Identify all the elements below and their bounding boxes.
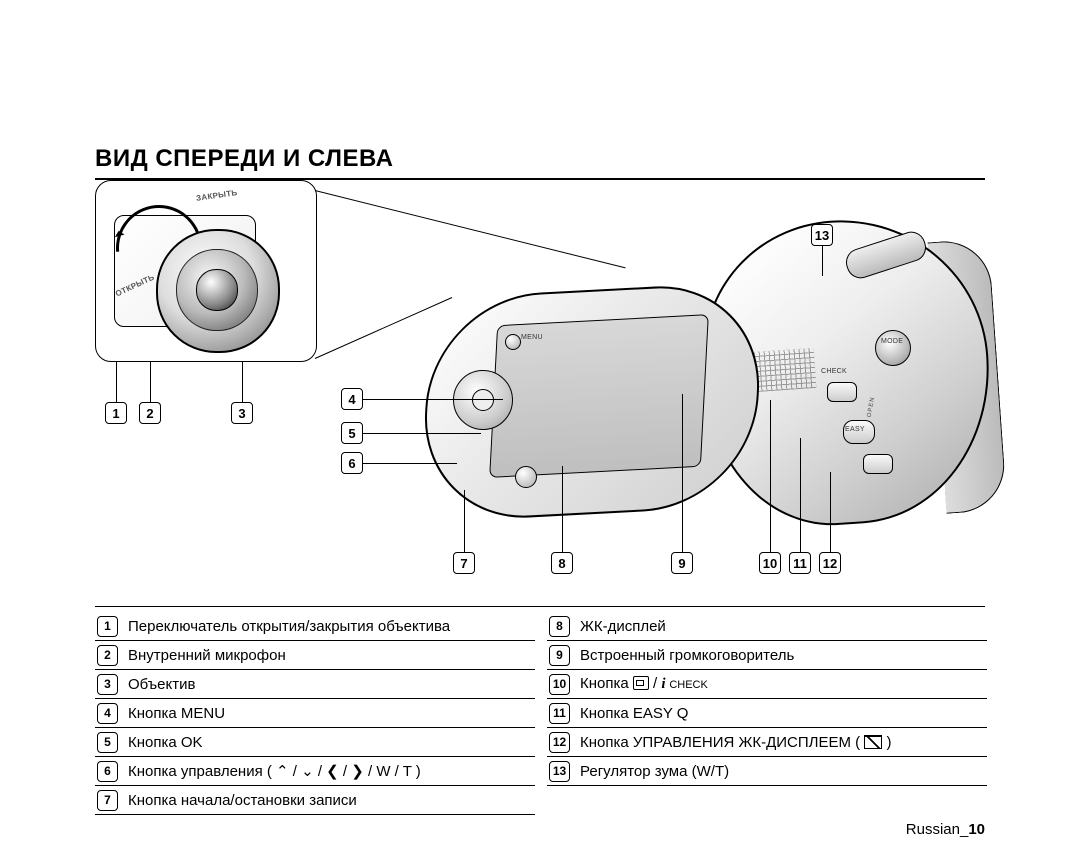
legend-item: 3 Объектив [95,670,535,699]
leader [830,472,831,552]
callout-8: 8 [551,552,573,574]
legend-num: 2 [97,645,118,666]
legend-text: Кнопка EASY Q [580,705,688,722]
legend-num: 4 [97,703,118,724]
check-label: CHECK [821,368,847,375]
leader [242,362,243,402]
legend-item: 6 Кнопка управления ( ⌃ / ⌄ / ❮ / ❯ / W /… [95,757,535,786]
easy-label: EASY [845,426,865,433]
legend-item: 7 Кнопка начала/остановки записи [95,786,535,815]
legend-col-left: 1 Переключатель открытия/закрытия объекти… [95,612,535,815]
legend-col-right: 8 ЖК-дисплей 9 Встроенный громкоговоритель 1… [547,612,987,786]
legend-text: Переключатель открытия/закрытия объектив… [128,618,450,635]
page: ВИД СПЕРЕДИ И СЛЕВА ЗАКРЫТЬ ОТКРЫТЬ [0,0,1080,868]
callout-3: 3 [231,402,253,424]
leader [150,362,151,402]
record-button [515,466,537,488]
legend-num: 13 [549,761,570,782]
leader [800,438,801,552]
leader [363,433,481,434]
callout-2: 2 [139,402,161,424]
menu-label: MENU [521,334,543,341]
leader [770,400,771,552]
lcd-enhancer-icon [864,735,882,749]
speaker-grill [754,348,817,392]
callout-7: 7 [453,552,475,574]
ok-button [472,389,494,411]
menu-button [505,334,521,350]
page-footer: Russian_10 [906,821,985,838]
callout-11: 11 [789,552,811,574]
legend-num: 11 [549,703,570,724]
mode-label: MODE [881,338,903,345]
inset-illustration: ЗАКРЫТЬ ОТКРЫТЬ [104,185,308,345]
legend-item: 10 Кнопка / i CHECK [547,670,987,699]
legend-num: 3 [97,674,118,695]
side-button-lcd [863,454,893,474]
page-title: ВИД СПЕРЕДИ И СЛЕВА [95,145,393,173]
legend-item: 1 Переключатель открытия/закрытия объекти… [95,612,535,641]
legend-text: Внутренний микрофон [128,647,286,664]
inset-frame: ЗАКРЫТЬ ОТКРЫТЬ [95,180,317,362]
legend-num: 9 [549,645,570,666]
callout-1: 1 [105,402,127,424]
legend-num: 5 [97,732,118,753]
legend-num: 1 [97,616,118,637]
legend-text: Кнопка / i CHECK [580,675,708,693]
leader [562,466,563,552]
legend-text: Кнопка OK [128,734,203,751]
callout-4: 4 [341,388,363,410]
leader [682,394,683,552]
legend-num: 6 [97,761,118,782]
leader [822,246,823,276]
legend-num: 7 [97,790,118,811]
legend-num: 8 [549,616,570,637]
legend-item: 12 Кнопка УПРАВЛЕНИЯ ЖК-ДИСПЛЕЕМ ( ) [547,728,987,757]
side-button-check [827,382,857,402]
diagram-area: ЗАКРЫТЬ ОТКРЫТЬ MODE OPEN CHECK EASY [95,190,985,590]
legend-num: 10 [549,674,570,695]
legend-item: 9 Встроенный громкоговоритель [547,641,987,670]
callout-6: 6 [341,452,363,474]
legend-text: Кнопка управления ( ⌃ / ⌄ / ❮ / ❯ / W / … [128,762,421,780]
lens-glass [196,269,238,311]
legend-item: 5 Кнопка OK [95,728,535,757]
callout-9: 9 [671,552,693,574]
display-icon [633,676,649,690]
legend-text: Кнопка MENU [128,705,225,722]
legend-text: Встроенный громкоговоритель [580,647,794,664]
leader [363,463,457,464]
legend-text: Кнопка начала/остановки записи [128,792,357,809]
callout-12: 12 [819,552,841,574]
leader [116,362,117,402]
mode-dial [875,330,911,366]
check-text: CHECK [669,679,708,691]
legend-item: 2 Внутренний микрофон [95,641,535,670]
label-close: ЗАКРЫТЬ [196,188,238,203]
callout-13: 13 [811,224,833,246]
legend-item: 13 Регулятор зума (W/T) [547,757,987,786]
leader [363,399,503,400]
legend-text: ЖК-дисплей [580,618,666,635]
camera-illustration: MODE OPEN CHECK EASY MENU [375,210,995,550]
legend-item: 4 Кнопка MENU [95,699,535,728]
legend-text: Кнопка УПРАВЛЕНИЯ ЖК-ДИСПЛЕЕМ ( ) [580,734,892,751]
footer-page: 10 [968,821,985,838]
legend-text: Регулятор зума (W/T) [580,763,729,780]
legend-item: 11 Кнопка EASY Q [547,699,987,728]
leader [464,490,465,552]
legend-num: 12 [549,732,570,753]
callout-10: 10 [759,552,781,574]
legend-text: Объектив [128,676,195,693]
callout-5: 5 [341,422,363,444]
legend-separator [95,606,985,607]
legend-item: 8 ЖК-дисплей [547,612,987,641]
footer-lang: Russian_ [906,821,969,838]
